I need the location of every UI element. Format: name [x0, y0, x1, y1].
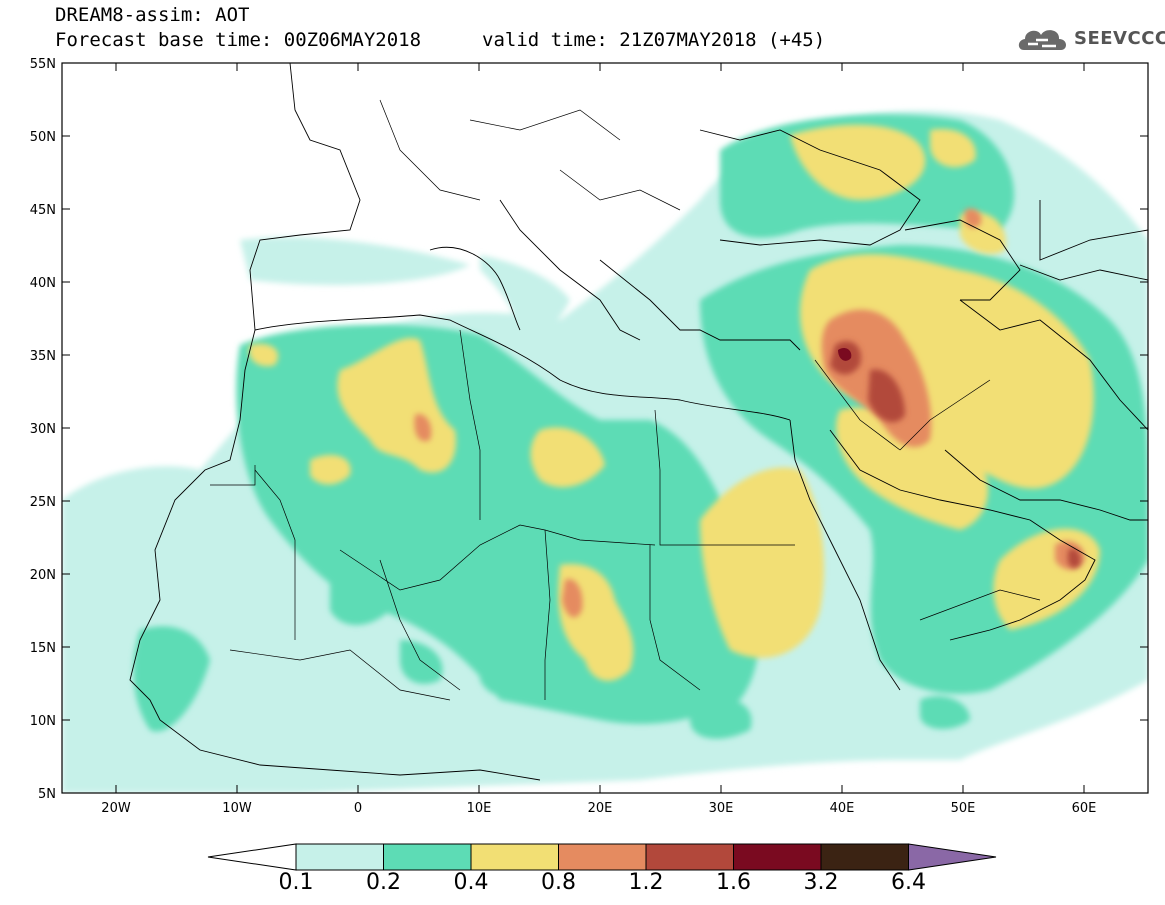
aot-field: [62, 110, 1148, 793]
colorbar-label: 0.1: [278, 870, 314, 895]
colorbar-swatch: [558, 843, 647, 871]
lon-label: 20E: [588, 801, 613, 816]
colorbar-swatch: [295, 843, 384, 871]
lat-label: 35N: [30, 349, 56, 364]
colorbar-label: 1.6: [716, 870, 751, 895]
valid-time: valid time: 21Z07MAY2018 (+45): [482, 29, 826, 51]
seevccc-logo: SEEVCCC: [1016, 22, 1165, 56]
lon-label: 40E: [830, 801, 855, 816]
lat-label: 50N: [30, 130, 56, 145]
colorbar-swatch: [645, 843, 734, 871]
latitude-labels: 55N 50N 45N 40N 35N 30N 25N 20N 15N 10N …: [30, 57, 56, 802]
lon-label: 50E: [951, 801, 976, 816]
cloud-logo-icon: [1018, 30, 1067, 50]
lon-label: 10E: [467, 801, 492, 816]
colorbar-label: 3.2: [803, 870, 839, 895]
longitude-labels: 20W 10W 0 10E 20E 30E 40E 50E 60E: [101, 801, 1096, 816]
logo-text: SEEVCCC: [1074, 28, 1165, 49]
lon-label: 10W: [222, 801, 252, 816]
lon-label: 30E: [709, 801, 734, 816]
lat-label: 40N: [30, 276, 56, 291]
colorbar-swatch: [470, 843, 559, 871]
forecast-base-time: Forecast base time: 00Z06MAY2018: [55, 29, 422, 51]
colorbar-label: 1.2: [628, 870, 664, 895]
coastlines: [129, 63, 1148, 781]
lat-label: 55N: [30, 57, 56, 72]
colorbar-label: 0.4: [453, 870, 489, 895]
colorbar-low-arrow: [207, 843, 297, 871]
lon-label: 20W: [101, 801, 131, 816]
colorbar: [207, 843, 997, 871]
lat-label: 20N: [30, 568, 56, 583]
lat-label: 15N: [30, 641, 56, 656]
lon-label: 0: [354, 801, 362, 816]
lat-label: 25N: [30, 495, 56, 510]
colorbar-label: 0.2: [366, 870, 401, 895]
map-title: DREAM8-assim: AOT: [55, 4, 250, 26]
colorbar-swatch: [733, 843, 822, 871]
lat-label: 30N: [30, 422, 56, 437]
colorbar-label: 0.8: [541, 870, 576, 895]
lon-label: 60E: [1072, 801, 1097, 816]
colorbar-label: 6.4: [891, 870, 926, 895]
lat-label: 45N: [30, 203, 56, 218]
lat-label: 10N: [30, 714, 56, 729]
axis-ticks: [62, 62, 1148, 793]
lat-label: 5N: [38, 787, 56, 802]
colorbar-swatch: [820, 843, 909, 871]
colorbar-high-arrow: [908, 843, 997, 871]
colorbar-swatch: [383, 843, 472, 871]
country-borders: [210, 99, 1041, 701]
